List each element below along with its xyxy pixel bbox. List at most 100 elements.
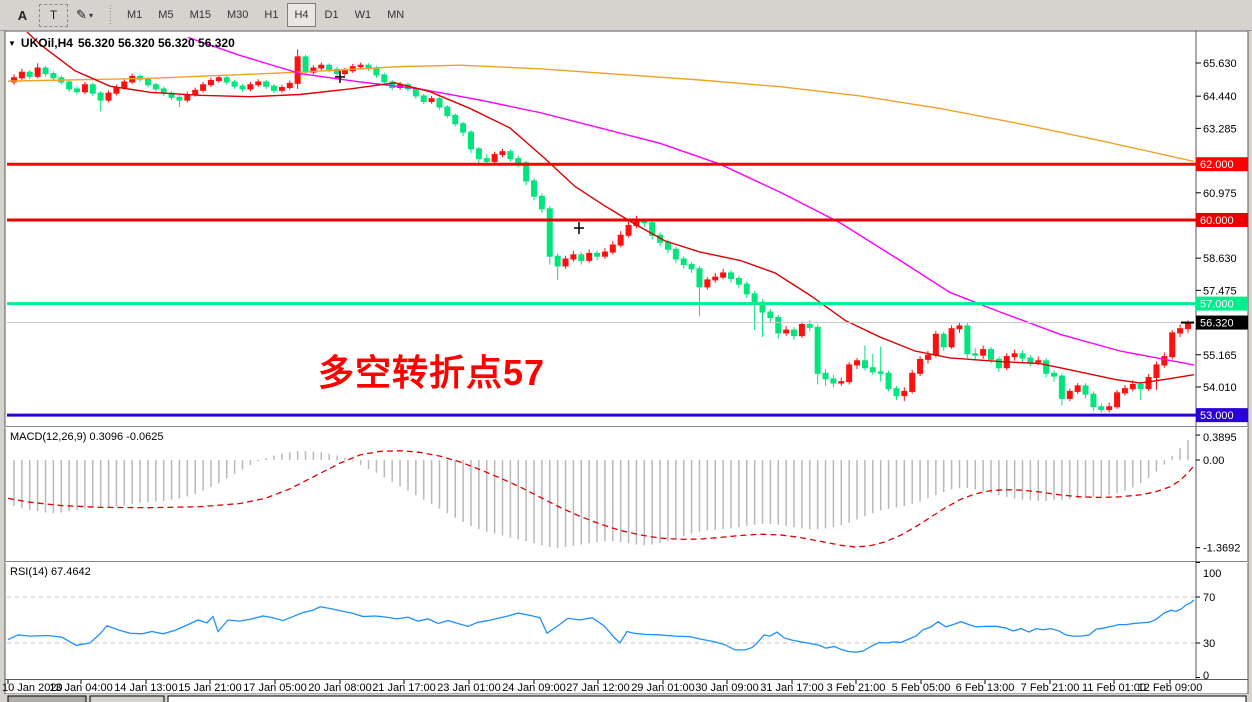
candle-down (727, 272, 734, 280)
macd-axis-label: 0.3895 (1203, 432, 1237, 444)
price-flag-label: 53.000 (1200, 410, 1234, 422)
time-tick-label: 20 Jan 08:00 (308, 682, 372, 694)
candle-up (294, 56, 301, 84)
time-tick-label: 15 Jan 21:00 (178, 682, 242, 694)
candle-up (255, 81, 262, 86)
candle-up (1035, 360, 1042, 363)
timeframe-h1[interactable]: H1 (264, 9, 279, 21)
candle-down (26, 71, 33, 77)
macd-layer (7, 440, 1195, 548)
candle-down (1058, 375, 1065, 399)
timeframe-mn[interactable]: MN (387, 9, 405, 21)
draw-tool-button[interactable]: ✎ ▾ (70, 4, 99, 27)
draw-tool-icon: ✎ (76, 7, 87, 22)
candle-up (34, 67, 41, 77)
ma-mid-magenta (187, 36, 1195, 366)
candle-down (672, 248, 679, 260)
candle-down (1043, 360, 1050, 374)
timeframe-m30[interactable]: M30 (226, 9, 249, 21)
bottom-strip-box[interactable] (167, 695, 1247, 702)
candle-up (357, 64, 364, 68)
candle-down (89, 84, 96, 94)
candle-down (271, 85, 278, 91)
candle-down (649, 222, 656, 236)
price-flag-label: 62.000 (1200, 159, 1234, 171)
text-label-tool-button[interactable]: T (39, 3, 68, 27)
timeframe-m5[interactable]: M5 (158, 9, 174, 21)
price-tick-label: 65.630 (1203, 58, 1237, 70)
candle-up (113, 87, 120, 94)
time-tick-label: 7 Feb 21:00 (1021, 682, 1080, 694)
candle-down (830, 378, 837, 384)
candle-up (491, 153, 498, 162)
candle-down (806, 324, 813, 328)
candle-down (554, 255, 561, 267)
candle-down (972, 353, 979, 356)
rsi-axis-label: 0 (1203, 670, 1209, 682)
timeframe-w1[interactable]: W1 (354, 9, 372, 21)
macd-axis-label: 0.00 (1203, 455, 1224, 467)
candle-up (846, 364, 853, 383)
candle-up (625, 225, 632, 236)
bottom-strip-box[interactable] (7, 695, 87, 702)
candle-down (483, 158, 490, 162)
candle-down (66, 81, 73, 90)
candle-up (105, 92, 112, 101)
candle-down (412, 88, 419, 97)
candle-down (460, 123, 467, 133)
macd-signal-line (7, 450, 1195, 548)
candle-down (964, 325, 971, 355)
toolbar-grip[interactable] (110, 5, 113, 25)
candle-up (318, 64, 325, 69)
bottom-strip-box[interactable] (89, 695, 165, 702)
candle-down (97, 92, 104, 101)
chart-annotation-text[interactable]: 多空转折点57 (318, 352, 546, 393)
time-tick-label: 24 Jan 09:00 (502, 682, 566, 694)
candle-up (192, 89, 199, 96)
time-tick-label: 29 Jan 01:00 (631, 682, 695, 694)
candle-down (263, 81, 270, 87)
time-tick-label: 27 Jan 12:00 (566, 682, 630, 694)
candle-down (74, 88, 81, 93)
candle-down (144, 78, 151, 86)
candle-up (586, 252, 593, 261)
candle-up (601, 251, 608, 257)
candle-down (1051, 372, 1058, 377)
candle-down (822, 372, 829, 380)
price-flag-label: 60.000 (1200, 215, 1234, 227)
candle-down (467, 131, 474, 150)
text-tool-button[interactable]: A (17, 7, 28, 23)
time-tick-label: 10 Jan 2020 (2, 682, 63, 694)
price-flag-62.000 (1196, 157, 1248, 172)
candle-down (176, 96, 183, 101)
candle-down (1137, 383, 1144, 390)
price-tick-label: 58.630 (1203, 253, 1237, 265)
candle-down (444, 106, 451, 116)
candle-up (783, 329, 790, 334)
timeframe-m15[interactable]: M15 (189, 9, 211, 21)
candle-up (917, 358, 924, 374)
rsi-line (7, 599, 1195, 653)
candle-down (869, 367, 876, 373)
candle-down (995, 358, 1002, 369)
timeframe-h4[interactable]: H4 (287, 3, 316, 27)
candle-up (11, 77, 17, 83)
candle-up (121, 81, 128, 89)
time-tick-label: 31 Jan 17:00 (760, 682, 824, 694)
candle-up (499, 151, 506, 155)
candle-up (901, 390, 908, 397)
price-flag-label: 57.000 (1200, 299, 1234, 311)
candle-down (1082, 385, 1089, 395)
candle-up (1145, 376, 1152, 390)
candle-up (932, 333, 939, 356)
price-tick-label: 63.285 (1203, 123, 1237, 135)
timeframe-d1[interactable]: D1 (324, 9, 339, 21)
candle-down (515, 158, 522, 164)
timeframe-m1[interactable]: M1 (127, 9, 143, 21)
candle-up (798, 324, 805, 337)
candle-up (18, 71, 25, 79)
candle-down (743, 283, 750, 295)
candle-up (854, 360, 861, 366)
